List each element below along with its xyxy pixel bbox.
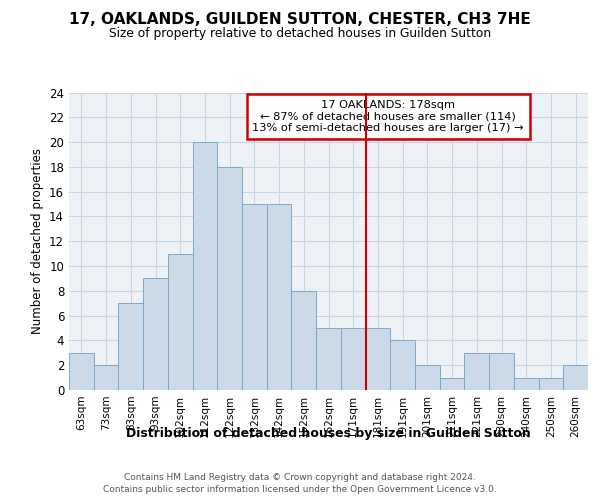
Bar <box>69 353 94 390</box>
Bar <box>514 378 539 390</box>
Bar <box>440 378 464 390</box>
Bar <box>168 254 193 390</box>
Text: Size of property relative to detached houses in Guilden Sutton: Size of property relative to detached ho… <box>109 28 491 40</box>
Bar <box>292 291 316 390</box>
Bar <box>143 278 168 390</box>
Text: 17, OAKLANDS, GUILDEN SUTTON, CHESTER, CH3 7HE: 17, OAKLANDS, GUILDEN SUTTON, CHESTER, C… <box>69 12 531 28</box>
Bar <box>464 353 489 390</box>
Bar <box>316 328 341 390</box>
Bar <box>193 142 217 390</box>
Text: Distribution of detached houses by size in Guilden Sutton: Distribution of detached houses by size … <box>127 428 531 440</box>
Bar <box>415 365 440 390</box>
Bar <box>390 340 415 390</box>
Bar <box>94 365 118 390</box>
Y-axis label: Number of detached properties: Number of detached properties <box>31 148 44 334</box>
Text: 17 OAKLANDS: 178sqm
← 87% of detached houses are smaller (114)
13% of semi-detac: 17 OAKLANDS: 178sqm ← 87% of detached ho… <box>253 100 524 133</box>
Bar <box>118 303 143 390</box>
Bar <box>242 204 267 390</box>
Bar <box>563 365 588 390</box>
Text: Contains HM Land Registry data © Crown copyright and database right 2024.: Contains HM Land Registry data © Crown c… <box>124 472 476 482</box>
Text: Contains public sector information licensed under the Open Government Licence v3: Contains public sector information licen… <box>103 485 497 494</box>
Bar <box>267 204 292 390</box>
Bar <box>341 328 365 390</box>
Bar <box>489 353 514 390</box>
Bar <box>365 328 390 390</box>
Bar <box>217 167 242 390</box>
Bar <box>539 378 563 390</box>
